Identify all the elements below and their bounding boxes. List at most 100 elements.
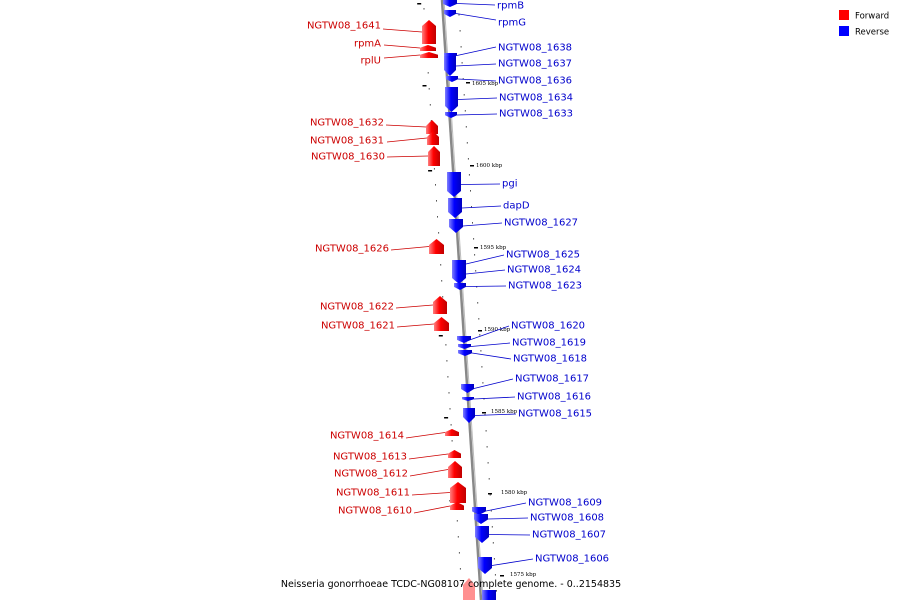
gene-label-ngtw08-1610[interactable]: NGTW08_1610 — [338, 506, 412, 517]
gene-ngtw08-1610[interactable] — [450, 502, 464, 510]
gene-label-rpmb[interactable]: rpmB — [497, 1, 524, 12]
gene-ngtw08-1606[interactable] — [478, 557, 492, 574]
leader-rpma — [383, 44, 421, 49]
leader-ngtw08-1612 — [409, 469, 449, 477]
gene-ngtw08-1609[interactable] — [472, 507, 486, 515]
gene-label-ngtw08-1637[interactable]: NGTW08_1637 — [498, 59, 572, 70]
gene-ngtw08-1633[interactable] — [445, 112, 457, 118]
gene-ngtw08-1627[interactable] — [449, 219, 463, 233]
gene-rpmb[interactable] — [443, 0, 457, 7]
track-dot — [463, 94, 465, 96]
gene-ngtw08-1623[interactable] — [454, 283, 466, 290]
gene-rplu[interactable] — [420, 52, 438, 58]
gene-ngtw08-1618[interactable] — [458, 350, 472, 356]
gene-label-ngtw08-1625[interactable]: NGTW08_1625 — [506, 250, 580, 261]
gene-label-ngtw08-1613[interactable]: NGTW08_1613 — [333, 452, 407, 463]
gene-ngtw08-1617[interactable] — [461, 384, 474, 393]
gene-ngtw08-1614[interactable] — [445, 429, 459, 436]
gene-ngtw08-1637[interactable] — [444, 56, 456, 76]
leader-ngtw08-1623 — [465, 285, 507, 287]
gene-label-ngtw08-1636[interactable]: NGTW08_1636 — [498, 76, 572, 87]
gene-label-pgi[interactable]: pgi — [502, 179, 517, 190]
gene-label-rpmg[interactable]: rpmG — [498, 18, 526, 29]
gene-label-ngtw08-1622[interactable]: NGTW08_1622 — [320, 302, 394, 313]
leader-ngtw08-1634 — [457, 97, 498, 100]
track-dot — [487, 462, 489, 464]
gene-label-ngtw08-1623[interactable]: NGTW08_1623 — [508, 281, 582, 292]
gene-label-ngtw08-1617[interactable]: NGTW08_1617 — [515, 374, 589, 385]
leader-ngtw08-1627 — [462, 222, 503, 227]
gene-label-ngtw08-1634[interactable]: NGTW08_1634 — [499, 93, 573, 104]
gene-label-ngtw08-1619[interactable]: NGTW08_1619 — [512, 338, 586, 349]
gene-label-ngtw08-1631[interactable]: NGTW08_1631 — [310, 136, 384, 147]
gene-ngtw08-1632[interactable] — [426, 120, 438, 134]
gene-label-ngtw08-1627[interactable]: NGTW08_1627 — [504, 218, 578, 229]
gene-rpma[interactable] — [420, 45, 436, 51]
gene-ngtw08-1613[interactable] — [448, 450, 461, 458]
gene-label-rplu[interactable]: rplU — [360, 56, 381, 67]
track-dot — [460, 46, 462, 48]
gene-ngtw08-1608[interactable] — [474, 514, 488, 524]
gene-pgi[interactable] — [447, 172, 461, 197]
gene-label-ngtw08-1614[interactable]: NGTW08_1614 — [330, 431, 404, 442]
gene-ngtw08-1607[interactable] — [475, 526, 489, 543]
gene-label-ngtw08-1624[interactable]: NGTW08_1624 — [507, 265, 581, 276]
gene-label-ngtw08-1641[interactable]: NGTW08_1641 — [307, 21, 381, 32]
gene-label-ngtw08-1620[interactable]: NGTW08_1620 — [511, 321, 585, 332]
gene-label-ngtw08-1621[interactable]: NGTW08_1621 — [321, 321, 395, 332]
track-dot — [480, 350, 482, 352]
gene-label-ngtw08-1606[interactable]: NGTW08_1606 — [535, 554, 609, 565]
gene-label-ngtw08-1638[interactable]: NGTW08_1638 — [498, 43, 572, 54]
gene-ngtw08-1624[interactable] — [452, 264, 466, 284]
track-dot — [482, 382, 484, 384]
gene-ngtw08-1634[interactable] — [445, 87, 458, 112]
gene-rpmg[interactable] — [444, 10, 456, 17]
track-dot — [437, 216, 438, 218]
gene-ngtw08-1631[interactable] — [427, 131, 439, 145]
gene-ngtw08-1622[interactable] — [433, 296, 447, 314]
gene-label-ngtw08-1609[interactable]: NGTW08_1609 — [528, 498, 602, 509]
gene-ngtw08-1626[interactable] — [429, 239, 444, 254]
legend: Forward Reverse — [839, 10, 889, 38]
track-dot — [458, 552, 460, 554]
gene-label-dapd[interactable]: dapD — [503, 201, 530, 212]
gene-label-ngtw08-1616[interactable]: NGTW08_1616 — [517, 392, 591, 403]
gene-label-ngtw08-1611[interactable]: NGTW08_1611 — [336, 488, 410, 499]
gene-label-ngtw08-1607[interactable]: NGTW08_1607 — [532, 530, 606, 541]
track-dot — [467, 158, 469, 160]
gene-label-ngtw08-1615[interactable]: NGTW08_1615 — [518, 409, 592, 420]
gene-ngtw08-1611[interactable] — [450, 482, 466, 503]
gene-ngtw08-1621[interactable] — [434, 317, 449, 331]
gene-label-ngtw08-1608[interactable]: NGTW08_1608 — [530, 513, 604, 524]
track-dot — [490, 510, 492, 512]
leader-ngtw08-1613 — [408, 453, 449, 460]
gene-label-rpma[interactable]: rpmA — [354, 39, 381, 50]
kbp-tick-label: 1575 kbp — [510, 572, 537, 578]
leader-ngtw08-1633 — [456, 113, 498, 116]
gene-label-ngtw08-1630[interactable]: NGTW08_1630 — [311, 152, 385, 163]
gene-ngtw08-1630[interactable] — [428, 146, 440, 166]
kbp-tick-mark — [500, 575, 504, 577]
track-dot — [457, 536, 459, 538]
track-dot — [433, 168, 435, 170]
kbp-tick-label: 1585 kbp — [491, 409, 518, 415]
gene-label-ngtw08-1618[interactable]: NGTW08_1618 — [513, 354, 587, 365]
gene-label-ngtw08-1612[interactable]: NGTW08_1612 — [334, 469, 408, 480]
track-dot — [475, 270, 477, 272]
leader-ngtw08-1622 — [395, 304, 434, 309]
gene-ngtw08-1620[interactable] — [457, 336, 471, 343]
gene-ngtw08-1612[interactable] — [448, 461, 462, 478]
gene-ngtw08-1641[interactable] — [422, 20, 436, 44]
gene-ngtw08-1615[interactable] — [463, 408, 475, 423]
track-dot — [456, 520, 458, 522]
leader-ngtw08-1620 — [470, 325, 510, 340]
gene-ngtw08-1616[interactable] — [462, 397, 474, 401]
gene-ngtw08-1636[interactable] — [446, 76, 458, 82]
gene-ngtw08-1619[interactable] — [458, 344, 471, 349]
track-dot — [461, 62, 463, 64]
gene-label-ngtw08-1632[interactable]: NGTW08_1632 — [310, 118, 384, 129]
gene-label-ngtw08-1626[interactable]: NGTW08_1626 — [315, 244, 389, 255]
gene-dapd[interactable] — [448, 198, 462, 218]
gene-label-ngtw08-1633[interactable]: NGTW08_1633 — [499, 109, 573, 120]
leader-pgi — [460, 183, 501, 185]
